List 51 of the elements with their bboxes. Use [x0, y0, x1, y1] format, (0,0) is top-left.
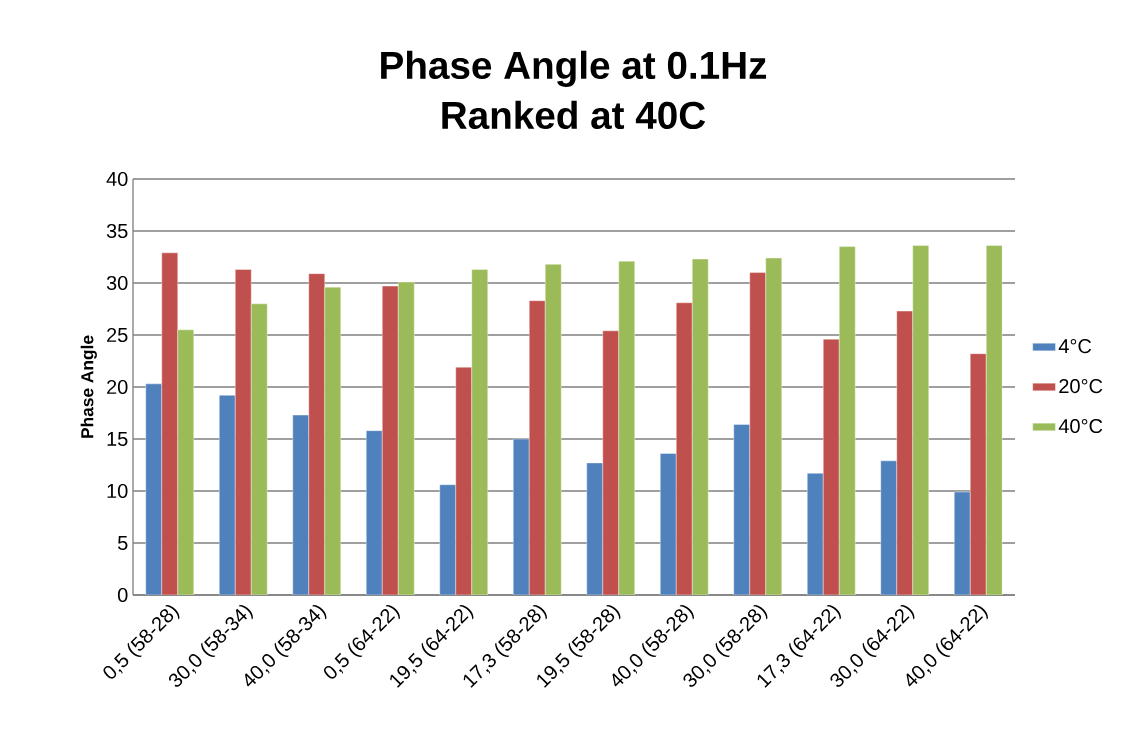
bar: [660, 453, 677, 595]
bar: [880, 460, 897, 595]
bar: [749, 272, 766, 595]
bar: [455, 367, 472, 595]
bar: [292, 414, 309, 595]
y-tick-label: 40: [106, 171, 128, 187]
y-tick-label: 20: [107, 379, 128, 395]
chart-subtitle: Ranked at 40C: [442, 100, 706, 130]
bar: [986, 245, 1003, 595]
y-tick-label: 15: [107, 432, 128, 446]
bar: [545, 264, 562, 595]
legend-label: 4°C: [1058, 339, 1092, 354]
bar: [970, 353, 987, 595]
bar: [823, 339, 840, 595]
y-tick-label: 30: [106, 275, 128, 291]
bar: [912, 245, 929, 595]
legend-label: 40°C: [1058, 418, 1103, 434]
bar: [954, 491, 971, 595]
bar: [439, 484, 456, 595]
bar: [161, 252, 178, 595]
bar: [251, 303, 268, 595]
y-tick-label: 35: [106, 223, 128, 239]
bar: [765, 258, 782, 595]
bar: [839, 246, 856, 595]
bar: [145, 383, 162, 595]
bar: [366, 430, 383, 595]
bar: [586, 462, 603, 595]
bar: [602, 330, 619, 595]
y-tick-label: 5: [117, 536, 128, 550]
y-axis-title: Phase Angle: [80, 335, 97, 438]
bar: [398, 281, 415, 595]
bar: [618, 261, 635, 595]
legend-label: 20°C: [1059, 379, 1103, 394]
chart-title: Phase Angle at 0.1Hz: [381, 50, 767, 87]
bar: [177, 329, 194, 595]
y-tick-label: 0: [117, 587, 128, 603]
y-tick-label: 10: [107, 483, 128, 499]
bar: [676, 302, 693, 595]
bar: [235, 269, 252, 595]
bar: [308, 273, 325, 595]
bar: [324, 286, 341, 595]
bar: [529, 300, 546, 595]
bar: [692, 259, 709, 595]
y-tick-label: 25: [107, 327, 128, 343]
bar: [471, 269, 488, 595]
bar: [382, 285, 399, 595]
bar: [733, 424, 750, 595]
bar: [896, 311, 913, 595]
bar: [807, 473, 824, 595]
bar: [219, 395, 236, 595]
bar: [513, 438, 530, 595]
